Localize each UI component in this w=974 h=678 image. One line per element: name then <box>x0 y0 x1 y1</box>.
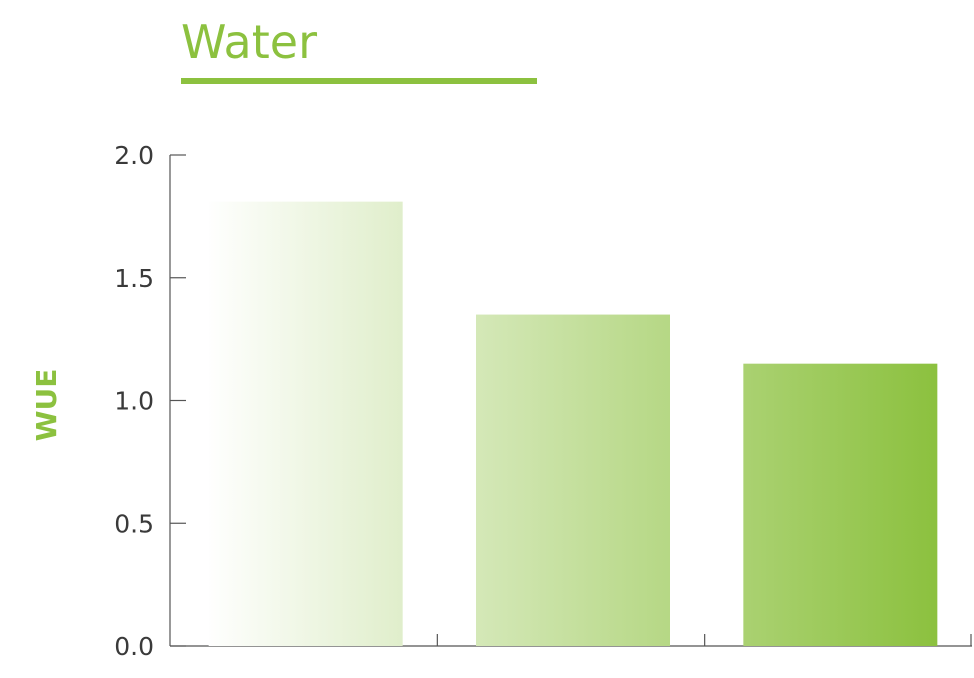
y-ticks: 0.0 0.5 1.0 1.5 2.0 <box>114 141 186 661</box>
chart-title: Water <box>181 15 317 69</box>
bars <box>208 201 938 646</box>
bar <box>476 314 670 646</box>
y-tick-label: 1.5 <box>114 264 154 293</box>
y-tick-label: 2.0 <box>114 141 154 170</box>
bar <box>208 201 403 646</box>
x-ticks <box>436 634 972 646</box>
title-underline <box>181 78 537 84</box>
y-tick-label: 1.0 <box>114 387 154 416</box>
y-tick-label: 0.5 <box>114 509 154 538</box>
y-axis-label: WUE <box>30 369 63 442</box>
y-tick-label: 0.0 <box>114 632 154 661</box>
bar <box>743 363 938 646</box>
